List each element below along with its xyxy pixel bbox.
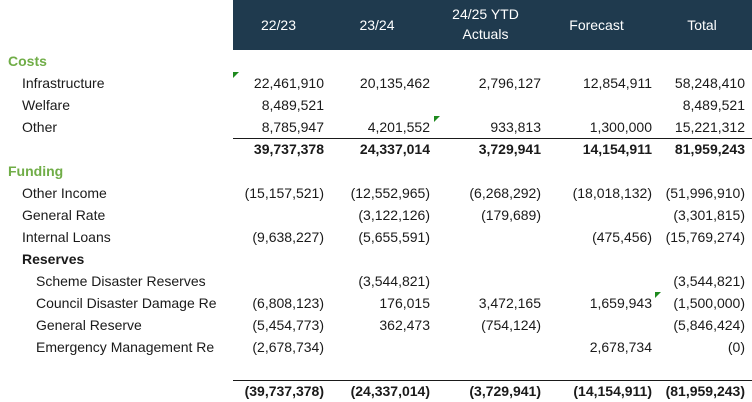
cell-scheme-reserves-23-24[interactable]: (3,544,821): [358, 273, 430, 289]
cell-other-income-24-25[interactable]: (6,268,292): [469, 185, 541, 201]
cell-general-reserve-23-24[interactable]: 362,473: [379, 317, 430, 333]
comment-indicator-icon[interactable]: [655, 292, 661, 298]
cell-other-total[interactable]: 15,221,312: [674, 119, 745, 135]
cell-scheme-reserves-total[interactable]: (3,544,821): [673, 273, 745, 289]
row-label-scheme-reserves[interactable]: Scheme Disaster Reserves: [36, 273, 206, 289]
cell-general-rate-total[interactable]: (3,301,815): [673, 207, 745, 223]
cell-other-income-23-24[interactable]: (12,552,965): [350, 185, 430, 201]
cell-internal-loans-23-24[interactable]: (5,655,591): [358, 229, 430, 245]
row-label-welfare[interactable]: Welfare: [22, 97, 70, 113]
row-label-other-income[interactable]: Other Income: [22, 185, 107, 201]
row-label-reserves[interactable]: Reserves: [22, 251, 85, 267]
cell-other-income-22-23[interactable]: (15,157,521): [244, 185, 324, 201]
cell-emergency-reserve-forecast[interactable]: 2,678,734: [589, 339, 652, 355]
cell-general-reserve-22-23[interactable]: (5,454,773): [252, 317, 324, 333]
cell-funding-total-forecast[interactable]: (14,154,911): [573, 383, 652, 399]
subtotal-rule-funding: [233, 380, 752, 381]
cell-general-reserve-total[interactable]: (5,846,424): [673, 317, 745, 333]
cell-internal-loans-22-23[interactable]: (9,638,227): [252, 229, 324, 245]
cell-other-income-total[interactable]: (51,996,910): [665, 185, 745, 201]
cell-costs-total-23-24[interactable]: 24,337,014: [359, 141, 430, 157]
row-label-council-reserves[interactable]: Council Disaster Damage Re: [36, 295, 217, 311]
cell-council-reserves-23-24[interactable]: 176,015: [379, 295, 430, 311]
row-label-infrastructure[interactable]: Infrastructure: [22, 75, 105, 91]
header-22-23[interactable]: 22/23: [260, 17, 297, 33]
cell-other-forecast[interactable]: 1,300,000: [589, 119, 652, 135]
cell-other-24-25[interactable]: 933,813: [490, 119, 541, 135]
row-label-general-rate[interactable]: General Rate: [22, 207, 106, 223]
section-funding[interactable]: Funding: [8, 163, 64, 179]
header-forecast[interactable]: Forecast: [569, 17, 624, 33]
header-actuals[interactable]: Actuals: [462, 26, 509, 42]
comment-indicator-icon[interactable]: [233, 72, 239, 78]
cell-internal-loans-forecast[interactable]: (475,456): [592, 229, 652, 245]
cell-welfare-total[interactable]: 8,489,521: [682, 97, 745, 113]
cell-infrastructure-23-24[interactable]: 20,135,462: [359, 75, 430, 91]
cell-general-rate-23-24[interactable]: (3,122,126): [358, 207, 430, 223]
cell-council-reserves-22-23[interactable]: (6,808,123): [252, 295, 324, 311]
cell-council-reserves-forecast[interactable]: 1,659,943: [589, 295, 652, 311]
cell-infrastructure-22-23[interactable]: 22,461,910: [253, 75, 324, 91]
cell-costs-total-total[interactable]: 81,959,243: [674, 141, 745, 157]
subtotal-rule-costs: [233, 138, 752, 139]
cell-funding-total-24-25[interactable]: (3,729,941): [469, 383, 541, 399]
section-costs[interactable]: Costs: [8, 53, 47, 69]
cell-costs-total-22-23[interactable]: 39,737,378: [253, 141, 324, 157]
table-header: [233, 0, 752, 50]
cell-emergency-reserve-total[interactable]: (0): [727, 339, 745, 355]
cell-infrastructure-24-25[interactable]: 2,796,127: [478, 75, 541, 91]
cell-other-22-23[interactable]: 8,785,947: [261, 119, 324, 135]
cell-funding-total-23-24[interactable]: (24,337,014): [350, 383, 430, 399]
cell-funding-total-total[interactable]: (81,959,243): [665, 383, 745, 399]
cell-general-rate-24-25[interactable]: (179,689): [481, 207, 541, 223]
cell-welfare-22-23[interactable]: 8,489,521: [261, 97, 324, 113]
row-label-emergency-reserve[interactable]: Emergency Management Re: [36, 339, 215, 355]
cell-other-income-forecast[interactable]: (18,018,132): [572, 185, 652, 201]
cell-general-reserve-24-25[interactable]: (754,124): [481, 317, 541, 333]
cell-internal-loans-total[interactable]: (15,769,274): [665, 229, 745, 245]
cell-funding-total-22-23[interactable]: (39,737,378): [244, 383, 324, 399]
comment-indicator-icon[interactable]: [434, 116, 440, 122]
header-24-25-ytd[interactable]: 24/25 YTD: [452, 6, 519, 22]
row-label-general-reserve[interactable]: General Reserve: [36, 317, 142, 333]
cell-infrastructure-total[interactable]: 58,248,410: [674, 75, 745, 91]
cell-costs-total-forecast[interactable]: 14,154,911: [582, 141, 652, 157]
cell-infrastructure-forecast[interactable]: 12,854,911: [582, 75, 652, 91]
row-label-internal-loans[interactable]: Internal Loans: [22, 229, 111, 245]
cell-costs-total-24-25[interactable]: 3,729,941: [478, 141, 541, 157]
header-total[interactable]: Total: [687, 17, 717, 33]
header-23-24[interactable]: 23/24: [359, 17, 395, 33]
row-label-other[interactable]: Other: [22, 119, 58, 135]
cell-council-reserves-total[interactable]: (1,500,000): [673, 295, 745, 311]
cell-council-reserves-24-25[interactable]: 3,472,165: [478, 295, 541, 311]
cell-other-23-24[interactable]: 4,201,552: [367, 119, 430, 135]
cell-emergency-reserve-22-23[interactable]: (2,678,734): [252, 339, 324, 355]
